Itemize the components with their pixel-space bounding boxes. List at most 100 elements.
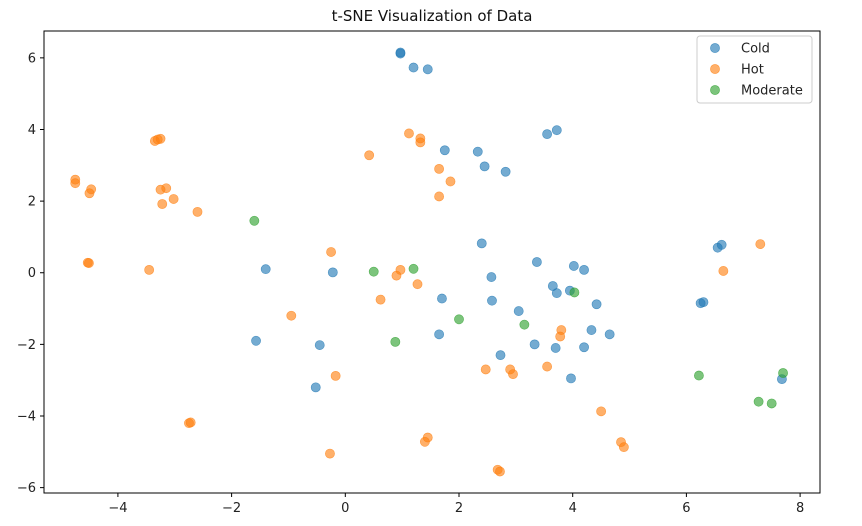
data-point-cold [604, 329, 615, 340]
legend-label-cold: Cold [741, 42, 770, 57]
x-tick-label: 6 [682, 501, 690, 516]
data-point-cold [472, 146, 483, 157]
legend-marker-hot [710, 64, 720, 74]
y-tick-label: 6 [28, 51, 36, 66]
data-point-cold [327, 267, 338, 278]
data-point-hot [618, 442, 629, 453]
legend-marker-moderate [710, 85, 720, 95]
y-tick-label: −4 [17, 410, 36, 425]
data-point-cold [579, 264, 589, 275]
data-point-cold [251, 335, 261, 346]
x-tick-label: 8 [796, 501, 804, 516]
y-tick-label: 0 [28, 266, 36, 281]
data-point-hot [325, 448, 335, 459]
data-point-cold [395, 48, 406, 59]
data-point-hot [596, 406, 607, 417]
series-moderate [249, 215, 788, 409]
data-point-hot [434, 163, 445, 174]
data-point-hot [415, 137, 426, 148]
data-point-hot [161, 183, 172, 194]
data-point-hot [508, 369, 518, 379]
x-tick-label: −4 [108, 501, 127, 516]
data-point-hot [185, 417, 196, 428]
data-point-cold [568, 261, 579, 271]
data-point-hot [419, 436, 430, 447]
data-point-hot [326, 247, 336, 257]
data-point-cold [476, 238, 487, 249]
data-point-cold [434, 329, 445, 340]
data-point-hot [286, 310, 297, 321]
data-point-moderate [569, 287, 580, 298]
data-point-hot [755, 239, 766, 249]
data-point-cold [260, 264, 271, 275]
data-point-cold [529, 339, 540, 350]
data-point-cold [439, 145, 450, 156]
plot-frame [43, 30, 821, 494]
x-tick-label: −2 [222, 501, 241, 516]
data-point-moderate [519, 319, 530, 330]
chart-title: t-SNE Visualization of Data [332, 7, 533, 25]
data-point-cold [500, 166, 511, 177]
data-point-hot [70, 178, 81, 189]
data-point-cold [566, 373, 576, 384]
axis-layer: −4 −2 0 2 4 6 8 −6 −4 −2 0 2 4 6 [17, 51, 804, 516]
data-point-moderate [766, 398, 777, 409]
data-point-moderate [753, 396, 764, 407]
data-point-hot [555, 331, 566, 342]
data-point-hot [168, 194, 179, 204]
y-tick-label: 2 [28, 195, 36, 210]
data-point-cold [437, 293, 447, 304]
data-point-hot [144, 264, 155, 275]
data-point-hot [718, 266, 729, 276]
data-point-cold [698, 297, 709, 308]
data-point-hot [149, 136, 160, 146]
data-point-moderate [454, 314, 464, 325]
data-point-moderate [390, 336, 401, 347]
data-point-cold [591, 299, 602, 310]
legend-label-hot: Hot [741, 63, 764, 78]
legend-box [696, 35, 813, 104]
data-point-hot [84, 258, 94, 268]
data-point-hot [364, 150, 375, 161]
x-tick-label: 0 [341, 501, 349, 516]
data-point-moderate [778, 368, 788, 378]
y-tick-label: −2 [17, 338, 36, 353]
data-point-hot [391, 270, 402, 281]
data-point-cold [479, 161, 490, 172]
data-point-hot [375, 294, 386, 305]
data-point-cold [579, 342, 589, 353]
data-point-cold [486, 272, 497, 282]
data-point-cold [314, 340, 325, 350]
data-point-moderate [249, 215, 260, 226]
data-point-moderate [694, 370, 704, 381]
data-point-cold [716, 239, 727, 250]
x-tick-label: 4 [569, 501, 577, 516]
data-point-cold [408, 62, 419, 73]
data-point-cold [422, 64, 433, 75]
data-point-hot [404, 128, 414, 139]
data-point-cold [550, 343, 561, 353]
data-point-hot [495, 466, 505, 477]
data-point-hot [445, 176, 456, 187]
plot-layer [70, 47, 788, 477]
data-point-cold [310, 382, 321, 393]
data-point-moderate [368, 266, 379, 277]
data-point-cold [542, 129, 553, 140]
data-point-hot [157, 199, 168, 209]
data-point-hot [330, 370, 341, 381]
data-point-moderate [408, 263, 419, 274]
data-point-hot [480, 364, 491, 375]
legend-marker-cold [710, 43, 720, 53]
data-point-hot [84, 188, 95, 199]
data-point-cold [551, 125, 562, 136]
y-tick-label: 4 [28, 123, 36, 138]
data-point-cold [495, 350, 506, 361]
data-point-cold [551, 288, 562, 299]
data-point-hot [192, 206, 203, 217]
data-point-cold [513, 306, 524, 316]
data-point-hot [434, 191, 445, 202]
data-point-cold [586, 325, 597, 335]
data-point-cold [487, 295, 497, 306]
legend: Cold Hot Moderate [696, 35, 813, 104]
